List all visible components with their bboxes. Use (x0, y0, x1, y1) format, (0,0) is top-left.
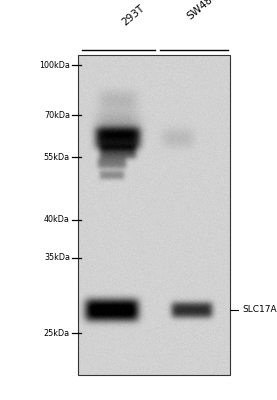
Text: SW480: SW480 (185, 0, 219, 22)
Text: 40kDa: 40kDa (44, 216, 70, 224)
Text: 70kDa: 70kDa (44, 110, 70, 120)
Text: 55kDa: 55kDa (44, 152, 70, 162)
Text: 25kDa: 25kDa (44, 328, 70, 338)
Text: SLC17A5: SLC17A5 (242, 306, 277, 314)
Text: 293T: 293T (120, 4, 147, 28)
Text: 100kDa: 100kDa (39, 60, 70, 70)
Text: 35kDa: 35kDa (44, 254, 70, 262)
